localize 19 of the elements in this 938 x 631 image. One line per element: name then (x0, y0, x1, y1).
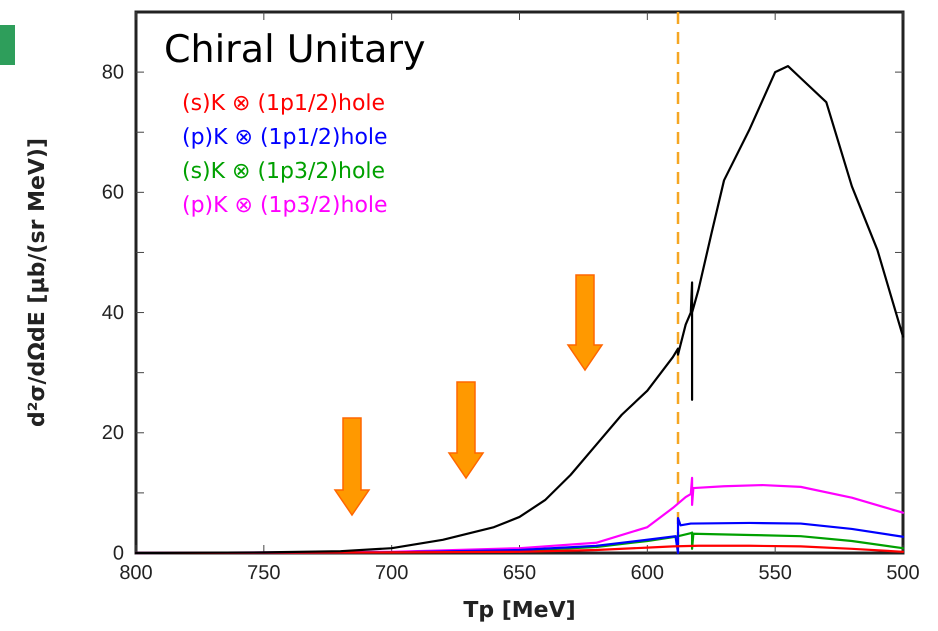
x-tick-label: 600 (630, 562, 664, 584)
text: (s)K ⊗ (1p1/2)hole (182, 91, 386, 116)
y-tick-label: 40 (102, 302, 124, 324)
x-tick-label: 650 (502, 562, 536, 584)
x-tick-label: 800 (119, 562, 153, 584)
y-tick-label: 20 (102, 422, 124, 444)
x-tick-label: 750 (247, 562, 281, 584)
y-tick-label: 60 (102, 182, 124, 204)
chart-title: Chiral Unitary (164, 27, 426, 71)
y-axis-title: d²σ/dΩdE [μb/(sr MeV)] (25, 138, 50, 428)
text: (p)K ⊗ (1p1/2)hole (182, 125, 388, 150)
y-tick-label: 80 (102, 62, 124, 84)
x-tick-label: 550 (758, 562, 792, 584)
text: (s)K ⊗ (1p3/2)hole (182, 159, 386, 184)
y-tick-label: 0 (112, 542, 124, 564)
text: (p)K ⊗ (1p3/2)hole (182, 193, 388, 218)
x-tick-label: 700 (374, 562, 408, 584)
x-tick-label: 500 (886, 562, 920, 584)
x-axis-title: Tp [MeV] (463, 598, 576, 623)
